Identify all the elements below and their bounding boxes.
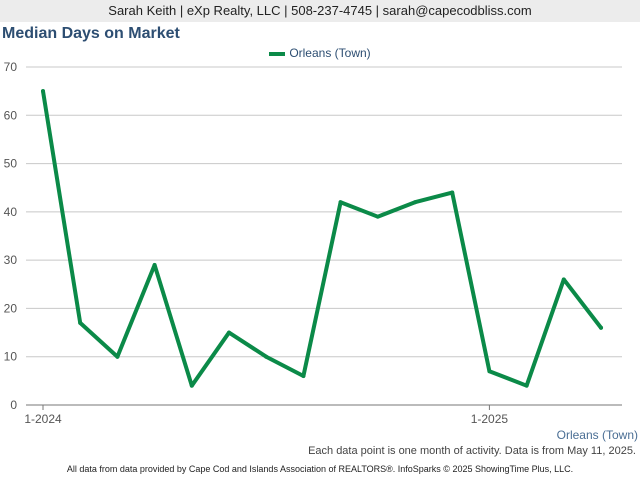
agent-banner: Sarah Keith | eXp Realty, LLC | 508-237-… <box>0 0 640 22</box>
series-tag: Orleans (Town) <box>556 428 638 442</box>
y-tick-label: 0 <box>10 398 17 412</box>
data-point <box>338 200 343 205</box>
data-point <box>413 200 417 205</box>
data-point <box>78 320 83 325</box>
data-point <box>152 262 157 267</box>
legend-label: Orleans (Town) <box>289 46 371 60</box>
data-point <box>375 214 380 219</box>
data-point <box>450 190 455 195</box>
data-point <box>115 354 120 359</box>
data-point <box>189 383 194 388</box>
data-point <box>561 277 566 282</box>
y-tick-label: 10 <box>4 350 18 364</box>
data-footnote: Each data point is one month of activity… <box>308 445 636 457</box>
y-tick-label: 30 <box>4 253 18 267</box>
data-point <box>487 369 492 374</box>
chart-legend[interactable]: Orleans (Town) <box>0 46 640 60</box>
data-point <box>227 330 231 335</box>
legend-swatch <box>269 51 286 56</box>
y-tick-label: 70 <box>4 60 18 74</box>
x-tick-label: 1-2024 <box>24 412 62 426</box>
chart-title: Median Days on Market <box>2 25 180 42</box>
data-credits: All data from data provided by Cape Cod … <box>66 464 574 474</box>
data-point <box>41 89 45 94</box>
data-point <box>524 383 529 388</box>
data-point <box>264 354 269 359</box>
y-tick-label: 60 <box>4 108 18 122</box>
data-point <box>301 374 306 379</box>
series-line <box>41 89 603 388</box>
data-point <box>599 325 603 330</box>
y-tick-label: 40 <box>4 205 18 219</box>
y-tick-label: 20 <box>4 301 18 315</box>
agent-banner-text: Sarah Keith | eXp Realty, LLC | 508-237-… <box>108 3 532 18</box>
y-tick-label: 50 <box>4 157 18 171</box>
x-tick-label: 1-2025 <box>471 412 509 426</box>
